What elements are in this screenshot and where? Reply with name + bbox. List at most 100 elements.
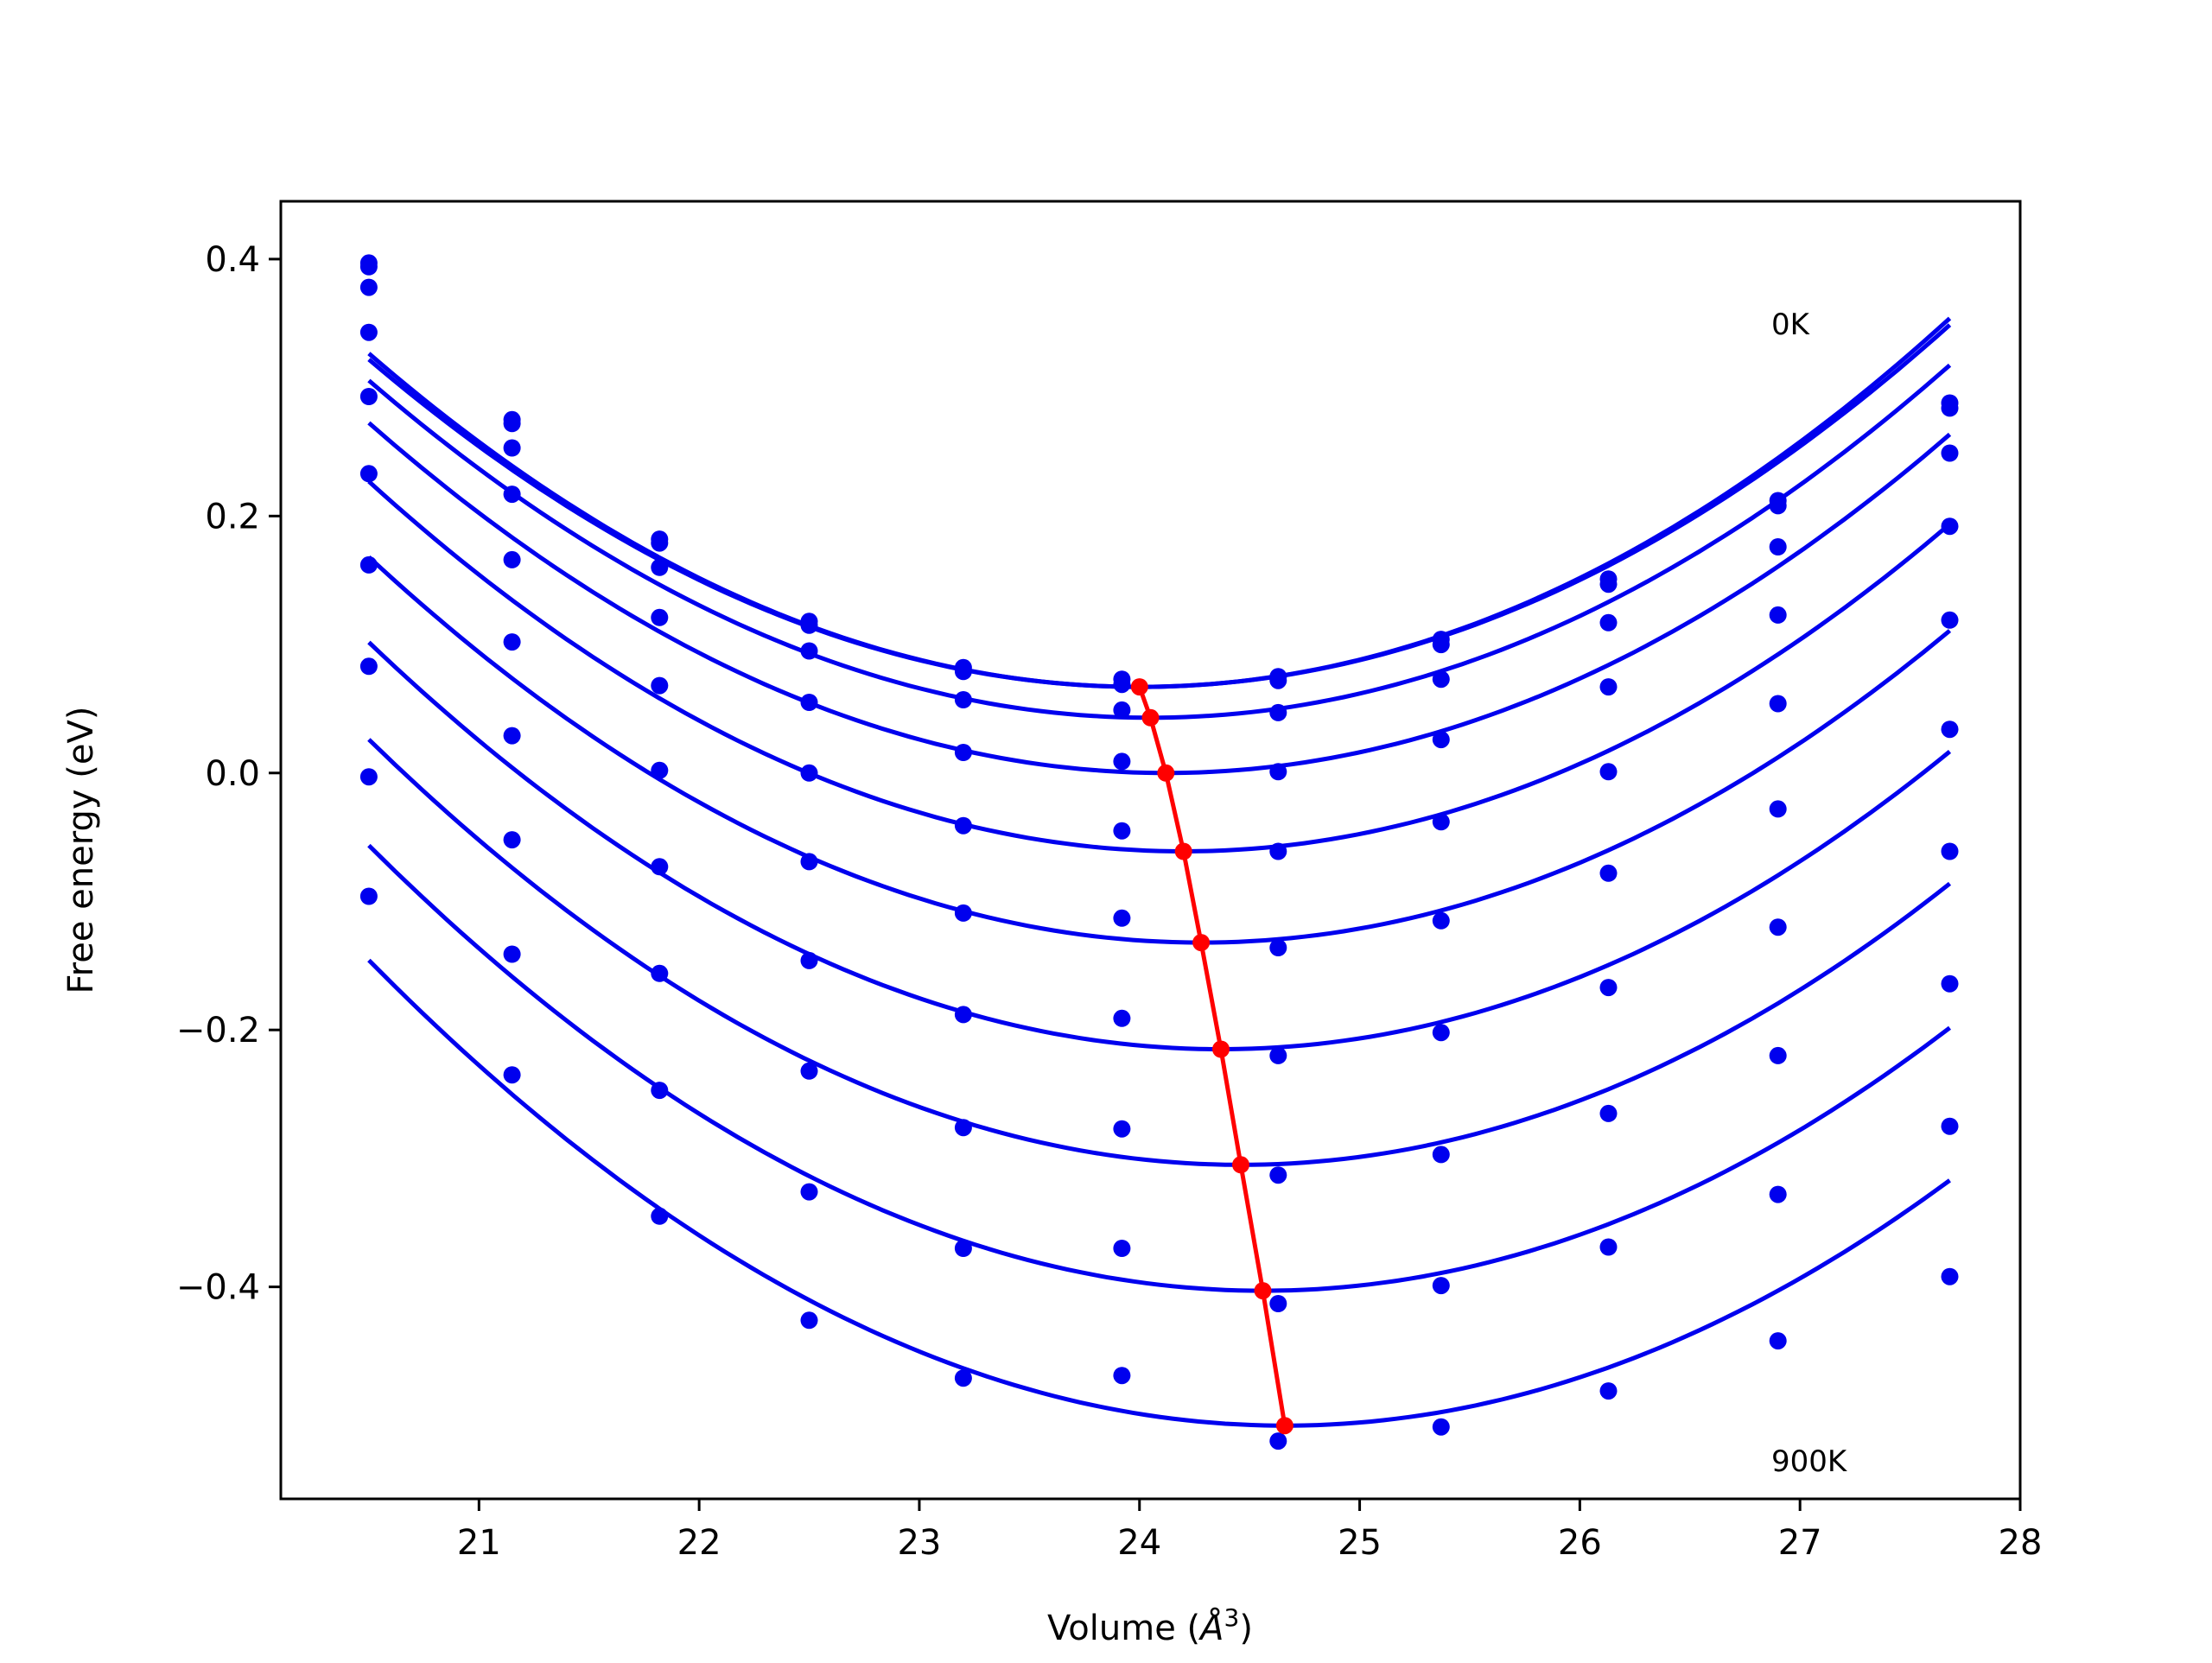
data-point-s9-9 xyxy=(1769,1332,1787,1350)
annotation-0k: 0K xyxy=(1771,308,1811,342)
data-point-s7-10 xyxy=(1941,974,1959,993)
data-point-s4-9 xyxy=(1769,695,1787,713)
data-point-s4-8 xyxy=(1599,763,1618,781)
data-point-s3-2 xyxy=(651,608,669,626)
data-point-s9-0 xyxy=(359,887,378,905)
data-point-s9-5 xyxy=(1113,1367,1131,1385)
data-point-s3-3 xyxy=(800,694,818,711)
data-point-s8-7 xyxy=(1432,1277,1450,1295)
data-point-s6-2 xyxy=(651,858,669,876)
data-point-s1-0 xyxy=(359,257,378,276)
y-tick-label-3: 0.2 xyxy=(205,497,260,536)
data-point-s3-6 xyxy=(1269,763,1287,781)
x-axis-label: Volume (Å3) xyxy=(1047,1603,1253,1648)
data-point-s2-6 xyxy=(1269,703,1287,721)
x-axis-ticks: 21 22 23 24 25 26 27 28 xyxy=(457,1499,2043,1563)
fit-curves xyxy=(367,316,1952,1428)
fit-curve-8 xyxy=(367,843,1952,1293)
x-axis-label-unit: Å xyxy=(1198,1607,1224,1648)
fit-curve-1 xyxy=(367,323,1952,689)
minimum-point-0 xyxy=(1130,678,1148,696)
data-point-s2-2 xyxy=(651,558,669,576)
fit-curve-4 xyxy=(367,479,1952,854)
data-point-s6-6 xyxy=(1269,1046,1287,1064)
data-point-s2-7 xyxy=(1432,670,1450,689)
x-axis-label-text: Volume ( xyxy=(1047,1609,1200,1648)
x-axis-label-exponent: 3 xyxy=(1224,1603,1240,1632)
data-point-s8-3 xyxy=(800,1183,818,1201)
data-point-s1-6 xyxy=(1269,671,1287,689)
minimum-point-7 xyxy=(1254,1282,1272,1300)
data-point-s8-5 xyxy=(1113,1240,1131,1257)
y-tick-label-2: 0.0 xyxy=(205,754,260,794)
data-point-s6-9 xyxy=(1769,918,1787,936)
data-point-s5-0 xyxy=(359,465,378,483)
data-point-s4-10 xyxy=(1941,611,1959,629)
data-point-s9-8 xyxy=(1599,1382,1618,1400)
minimum-point-1 xyxy=(1141,708,1160,727)
data-point-s8-6 xyxy=(1269,1295,1287,1312)
data-point-s5-7 xyxy=(1432,911,1450,930)
data-point-s5-8 xyxy=(1599,864,1618,882)
data-point-s8-10 xyxy=(1941,1117,1959,1135)
data-point-s3-7 xyxy=(1432,731,1450,749)
minimum-point-5 xyxy=(1212,1040,1230,1058)
data-point-s5-6 xyxy=(1269,939,1287,956)
data-point-s7-4 xyxy=(954,1119,972,1137)
data-point-s6-0 xyxy=(359,555,378,574)
data-point-s5-10 xyxy=(1941,720,1959,739)
data-point-s2-3 xyxy=(800,642,818,660)
data-point-s7-8 xyxy=(1599,1104,1618,1122)
data-point-s8-4 xyxy=(954,1240,972,1257)
data-point-s7-5 xyxy=(1113,1120,1131,1138)
data-point-s4-7 xyxy=(1432,813,1450,831)
data-point-s7-6 xyxy=(1269,1166,1287,1184)
y-tick-label-4: 0.4 xyxy=(205,240,260,280)
x-tick-label-3: 24 xyxy=(1117,1523,1161,1563)
data-point-s6-10 xyxy=(1941,842,1959,860)
data-point-s9-3 xyxy=(800,1311,818,1330)
data-point-s1-10 xyxy=(1941,399,1959,417)
data-point-s4-0 xyxy=(359,388,378,405)
minimum-point-4 xyxy=(1192,934,1211,952)
fit-curve-6 xyxy=(367,640,1952,1051)
x-tick-label-7: 28 xyxy=(1999,1523,2043,1563)
fit-curve-9 xyxy=(367,958,1951,1428)
minimum-point-2 xyxy=(1157,764,1175,782)
minimum-point-3 xyxy=(1174,842,1192,860)
data-point-s6-1 xyxy=(503,727,521,745)
data-point-s2-10 xyxy=(1941,444,1959,462)
data-point-s9-10 xyxy=(1941,1267,1959,1285)
data-point-s5-9 xyxy=(1769,800,1787,818)
annotation-900k: 900K xyxy=(1771,1444,1848,1479)
data-point-s5-4 xyxy=(954,904,972,922)
minimum-point-8 xyxy=(1275,1417,1294,1435)
data-point-s1-7 xyxy=(1432,636,1450,654)
minimum-line xyxy=(1130,678,1294,1435)
data-point-s6-5 xyxy=(1113,1009,1131,1027)
data-point-s9-1 xyxy=(503,1066,521,1084)
data-point-s7-1 xyxy=(503,831,521,849)
data-point-s1-2 xyxy=(651,534,669,552)
data-point-s6-7 xyxy=(1432,1024,1450,1042)
data-point-s4-3 xyxy=(800,764,818,782)
fit-curve-5 xyxy=(367,555,1952,945)
data-point-s4-4 xyxy=(954,816,972,835)
data-point-s6-3 xyxy=(800,951,818,969)
data-point-s3-5 xyxy=(1113,752,1131,771)
data-point-s4-2 xyxy=(651,676,669,695)
x-tick-label-5: 26 xyxy=(1558,1523,1602,1563)
data-point-s3-0 xyxy=(359,323,378,341)
data-point-s4-1 xyxy=(503,550,521,568)
data-point-s1-1 xyxy=(503,415,521,433)
data-point-s5-5 xyxy=(1113,909,1131,927)
data-point-s7-7 xyxy=(1432,1146,1450,1164)
data-point-s4-6 xyxy=(1269,842,1287,860)
data-point-s1-5 xyxy=(1113,676,1131,694)
data-point-s5-1 xyxy=(503,633,521,651)
x-tick-label-1: 22 xyxy=(677,1523,721,1563)
x-tick-label-0: 21 xyxy=(457,1523,501,1563)
data-point-s8-8 xyxy=(1599,1238,1618,1256)
data-point-s8-0 xyxy=(359,768,378,786)
